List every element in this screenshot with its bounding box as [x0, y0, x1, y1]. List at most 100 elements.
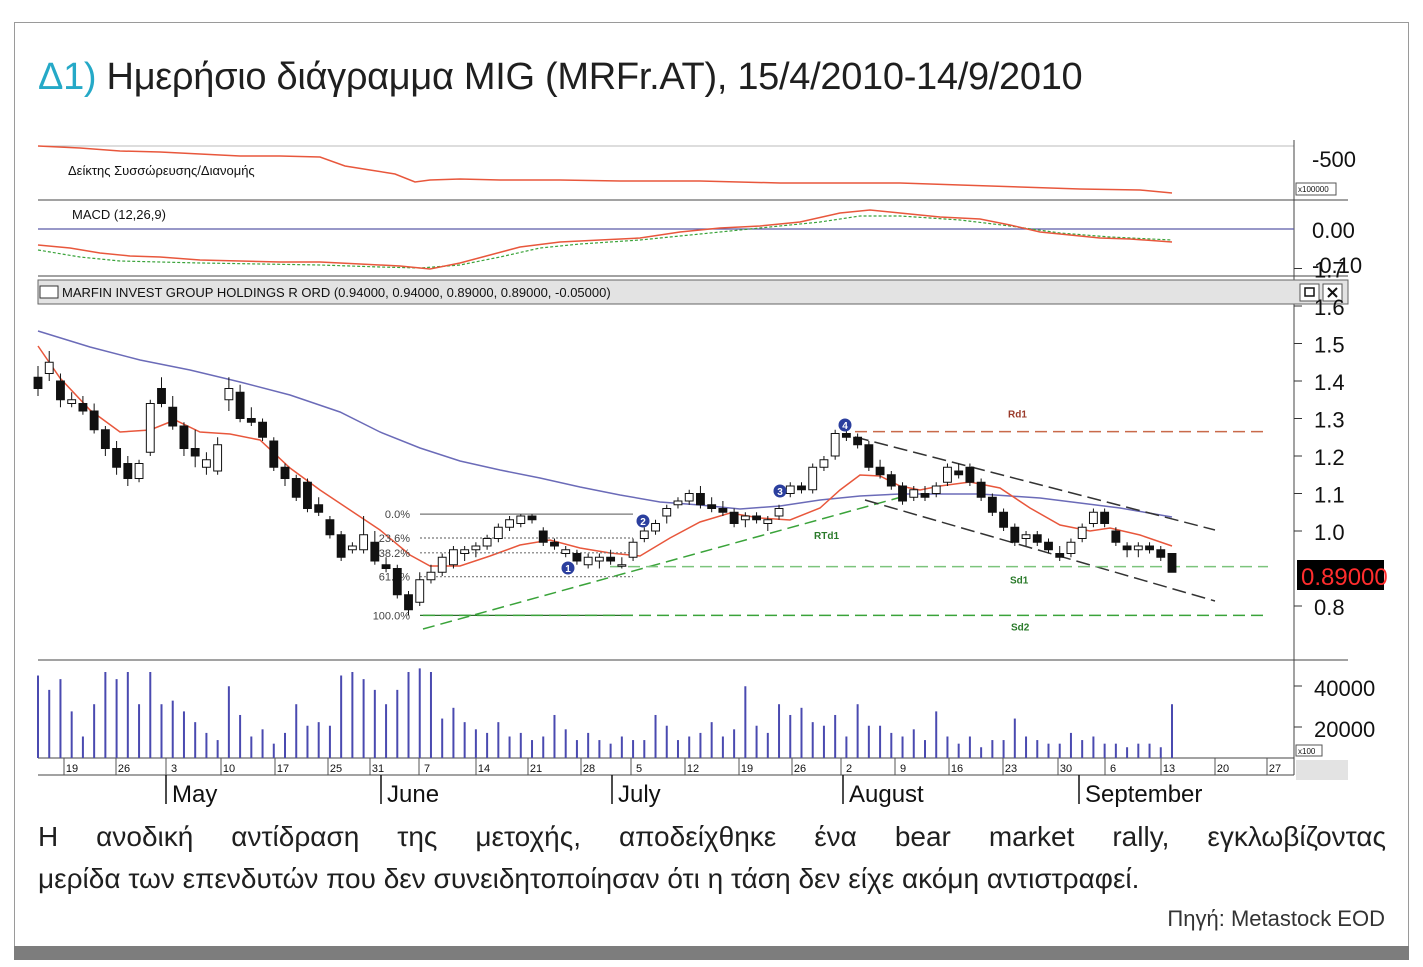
volume-tick-1: 20000 — [1314, 717, 1375, 742]
candle — [291, 474, 301, 501]
candle-body — [583, 556, 593, 566]
candle-body — [460, 549, 470, 554]
date-axis: 19 26 3 10 17 25 31 7 14 21 28 5 12 19 26 2 9 16 23 30 6 13 20… — [63, 758, 1281, 808]
ad-panel-label: Δείκτης Συσσώρευσης/Διανομής — [68, 163, 255, 178]
date-tick-label: 25 — [330, 763, 342, 775]
channel-upper-line — [854, 436, 1216, 531]
candle-body — [729, 511, 739, 524]
candle — [1066, 538, 1076, 558]
candle-body — [201, 459, 211, 468]
date-tick-label: 9 — [900, 763, 906, 775]
candle-body — [853, 436, 863, 446]
candle-body — [134, 463, 144, 479]
date-tick-label: 23 — [1005, 763, 1017, 775]
maximize-icon — [1304, 287, 1315, 297]
candle — [774, 504, 784, 520]
candle-body — [303, 481, 312, 509]
candle — [1167, 553, 1177, 573]
level-label-sd2: Sd2 — [1011, 622, 1030, 633]
candle-body — [291, 478, 301, 498]
caption-line-2: μερίδα των επενδυτών που δεν συνειδητοπο… — [38, 863, 1140, 894]
macd-signal-line — [37, 215, 1173, 269]
date-tick-label: 16 — [951, 763, 963, 775]
ma-long-line — [37, 330, 1173, 518]
date-tick-label: 10 — [223, 763, 235, 775]
candle-body — [1100, 511, 1110, 524]
candle — [965, 463, 975, 486]
candle — [201, 452, 211, 475]
candle-body — [1032, 534, 1042, 543]
candle-body — [886, 474, 896, 487]
macd-tick-1: -0.10 — [1312, 253, 1362, 278]
candle — [606, 549, 616, 565]
figure-frame — [14, 22, 1409, 948]
candle-body — [89, 410, 99, 431]
candle — [235, 384, 245, 423]
candle — [763, 516, 773, 531]
candle-body — [347, 545, 357, 551]
candle — [44, 351, 54, 381]
candle — [718, 501, 728, 516]
date-tick-label: 14 — [478, 763, 490, 775]
price-tick-label: 1.7 — [1314, 258, 1345, 283]
candle-body — [426, 571, 436, 581]
price-tick-label: 1.6 — [1314, 295, 1345, 320]
candle-body — [999, 511, 1009, 528]
candle-body — [325, 519, 335, 536]
candle-body — [740, 515, 750, 521]
wave-marker-circle — [636, 514, 650, 528]
candle — [1100, 508, 1110, 528]
candle-body — [538, 530, 548, 543]
candle-body — [1077, 526, 1087, 539]
candle — [538, 527, 548, 546]
candle — [347, 542, 357, 554]
candle — [594, 553, 604, 569]
candle — [898, 482, 907, 505]
candle-body — [392, 568, 402, 596]
candle — [696, 486, 705, 509]
candle — [145, 399, 155, 456]
candle — [740, 512, 750, 528]
candle — [505, 516, 514, 531]
candle-body — [112, 448, 122, 468]
candle-body — [246, 418, 256, 423]
candle — [999, 508, 1009, 531]
candle-body — [830, 433, 840, 457]
candle-body — [190, 448, 200, 457]
date-tick-label: 13 — [1163, 763, 1175, 775]
candle-body — [651, 523, 660, 532]
candle-body — [909, 489, 919, 498]
candle — [864, 441, 874, 471]
level-label-sd1: Sd1 — [1010, 576, 1029, 587]
candle-body — [505, 519, 514, 528]
candle-body — [482, 538, 492, 547]
volume-bars — [37, 668, 1302, 758]
candle — [280, 463, 290, 486]
date-tick-label: 2 — [846, 763, 852, 775]
candle-body — [617, 564, 627, 567]
candle-body — [56, 380, 65, 401]
candle-body — [516, 515, 526, 524]
candle — [639, 527, 649, 543]
candle — [1133, 542, 1143, 558]
candle-body — [448, 549, 458, 566]
month-label: August — [849, 781, 924, 808]
candle-body — [987, 496, 997, 513]
candle-body — [875, 466, 885, 476]
candle-body — [1133, 545, 1143, 551]
candle — [516, 514, 526, 528]
candle-body — [78, 403, 88, 412]
candle — [785, 482, 795, 498]
date-tick-label: 27 — [1269, 763, 1281, 775]
candle-body — [639, 530, 649, 539]
fib-level-label: 23.6% — [379, 533, 410, 545]
candle — [1010, 523, 1020, 546]
candle-body — [931, 485, 941, 494]
candle — [471, 542, 481, 558]
candle-body — [1122, 545, 1132, 551]
candle-body — [404, 594, 413, 611]
ad-line — [37, 145, 1173, 194]
candle-body — [774, 508, 784, 517]
candle — [123, 456, 133, 486]
